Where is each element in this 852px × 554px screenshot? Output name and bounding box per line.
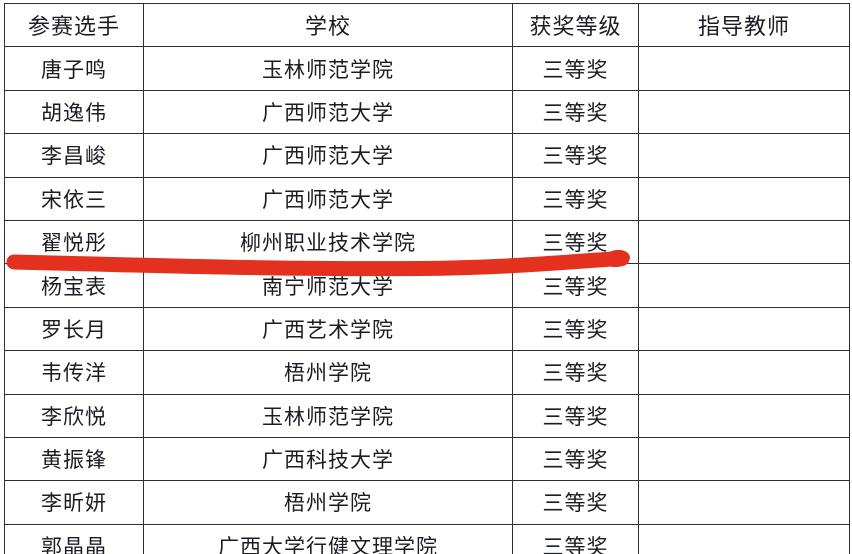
cell-award: 三等奖 [512,176,639,221]
cell-award: 三等奖 [512,263,639,308]
cell-school: 梧州学院 [143,350,513,395]
cell-advisor [638,46,850,91]
cell-advisor [638,480,850,525]
table-row: 翟悦彤 柳州职业技术学院 三等奖 [4,219,850,265]
cell-contestant: 唐子鸣 [4,46,144,91]
cell-contestant: 黄振锋 [4,436,144,482]
cell-award: 三等奖 [512,46,639,91]
cell-contestant: 罗长月 [4,306,144,352]
table-row: 罗长月 广西艺术学院 三等奖 [4,306,850,352]
cell-contestant: 翟悦彤 [4,219,144,265]
table-row: 李昕妍 梧州学院 三等奖 [4,480,850,525]
cell-award: 三等奖 [512,133,639,178]
cell-contestant: 胡逸伟 [4,89,144,135]
column-header-award: 获奖等级 [512,3,639,48]
column-header-contestant: 参赛选手 [4,3,144,48]
cell-contestant: 李昕妍 [4,480,144,525]
cell-award: 三等奖 [512,436,639,482]
cell-school: 广西艺术学院 [143,306,513,352]
table-row: 宋依三 广西师范大学 三等奖 [4,176,850,221]
cell-advisor [638,89,850,135]
cell-award: 三等奖 [512,480,639,525]
table-row: 黄振锋 广西科技大学 三等奖 [4,436,850,482]
cell-award: 三等奖 [512,393,639,438]
cell-award: 三等奖 [512,350,639,395]
cell-school: 广西科技大学 [143,436,513,482]
cell-contestant: 郭晶晶 [4,523,144,554]
cell-advisor [638,133,850,178]
cell-contestant: 杨宝表 [4,263,144,308]
cell-school: 广西大学行健文理学院 [143,523,513,554]
table-row: 唐子鸣 玉林师范学院 三等奖 [4,46,850,91]
cell-award: 三等奖 [512,89,639,135]
column-header-school: 学校 [143,3,513,48]
cell-school: 广西师范大学 [143,89,513,135]
cell-contestant: 李昌峻 [4,133,144,178]
cell-award: 三等奖 [512,219,639,265]
cell-school: 玉林师范学院 [143,393,513,438]
table-row: 韦传洋 梧州学院 三等奖 [4,350,850,395]
cell-contestant: 李欣悦 [4,393,144,438]
award-table: 参赛选手 学校 获奖等级 指导教师 唐子鸣 玉林师范学院 三等奖 胡逸伟 广西师范大学 三等奖李… [4,3,850,554]
cell-award: 三等奖 [512,523,639,554]
cell-school: 柳州职业技术学院 [143,219,513,265]
cell-advisor [638,306,850,352]
table-body: 唐子鸣 玉林师范学院 三等奖 胡逸伟 广西师范大学 三等奖 李昌峻 广西师范大学 三等奖 宋依三广… [4,46,850,554]
cell-school: 南宁师范大学 [143,263,513,308]
table-row: 李欣悦 玉林师范学院 三等奖 [4,393,850,438]
cell-award: 三等奖 [512,306,639,352]
cell-advisor [638,176,850,221]
cell-advisor [638,393,850,438]
cell-school: 玉林师范学院 [143,46,513,91]
cell-contestant: 宋依三 [4,176,144,221]
cell-school: 梧州学院 [143,480,513,525]
cell-school: 广西师范大学 [143,176,513,221]
cell-advisor [638,350,850,395]
cell-advisor [638,219,850,265]
table-row: 李昌峻 广西师范大学 三等奖 [4,133,850,178]
table-row: 胡逸伟 广西师范大学 三等奖 [4,89,850,135]
cell-advisor [638,436,850,482]
cell-advisor [638,523,850,554]
table-row: 杨宝表 南宁师范大学 三等奖 [4,263,850,308]
award-table-container: 参赛选手 学校 获奖等级 指导教师 唐子鸣 玉林师范学院 三等奖 胡逸伟 广西师范大学 三等奖李… [4,3,850,554]
table-row: 郭晶晶 广西大学行健文理学院 三等奖 [4,523,850,554]
cell-school: 广西师范大学 [143,133,513,178]
column-header-advisor: 指导教师 [638,3,850,48]
header-row: 参赛选手 学校 获奖等级 指导教师 [4,3,850,48]
cell-advisor [638,263,850,308]
cell-contestant: 韦传洋 [4,350,144,395]
